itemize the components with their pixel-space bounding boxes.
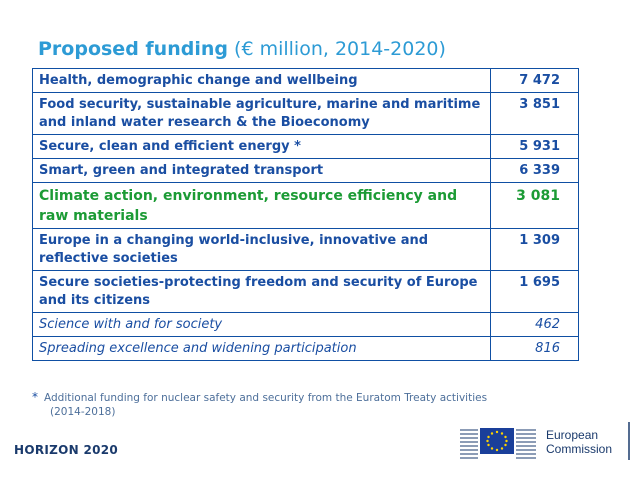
table-row: Smart, green and integrated transport 6 … (32, 158, 579, 183)
table-row: Science with and for society 462 (32, 312, 579, 337)
row-value: 6 339 (490, 158, 579, 183)
table-row: Health, demographic change and wellbeing… (32, 68, 579, 93)
row-value: 1 309 (490, 228, 579, 271)
row-label: Spreading excellence and widening partic… (32, 336, 491, 361)
row-label: Smart, green and integrated transport (32, 158, 491, 183)
page-title: Proposed funding (€ million, 2014-2020) (38, 38, 446, 60)
title-main: Proposed funding (38, 38, 228, 60)
wordmark-line2: Commission (546, 442, 613, 456)
footnote-star: * (32, 390, 38, 404)
row-label: Europe in a changing world-inclusive, in… (32, 228, 491, 271)
row-value: 1 695 (490, 270, 579, 313)
row-value: 3 081 (490, 182, 579, 229)
table-row: Europe in a changing world-inclusive, in… (32, 228, 579, 271)
table-row: Secure societies-protecting freedom and … (32, 270, 579, 313)
table-row: Food security, sustainable agriculture, … (32, 92, 579, 135)
wordmark-line1: European (546, 428, 599, 442)
row-label: Secure, clean and efficient energy * (32, 134, 491, 159)
building-lines-icon (460, 429, 478, 459)
row-label: Health, demographic change and wellbeing (32, 68, 491, 93)
row-value: 3 851 (490, 92, 579, 135)
funding-table: Health, demographic change and wellbeing… (32, 68, 579, 361)
footnote-line2: (2014-2018) (50, 406, 116, 418)
row-value: 462 (490, 312, 579, 337)
commission-wordmark: European Commission (546, 428, 612, 456)
title-sub: (€ million, 2014-2020) (234, 38, 446, 60)
european-commission-logo (460, 422, 630, 460)
footnote-line1: Additional funding for nuclear safety an… (44, 392, 488, 404)
row-label: Climate action, environment, resource ef… (32, 182, 491, 229)
table-row: Spreading excellence and widening partic… (32, 336, 579, 361)
row-value: 7 472 (490, 68, 579, 93)
footnote: * Additional funding for nuclear safety a… (32, 390, 592, 419)
table-row: Secure, clean and efficient energy * 5 9… (32, 134, 579, 159)
row-label: Secure societies-protecting freedom and … (32, 270, 491, 313)
row-value: 5 931 (490, 134, 579, 159)
row-label: Food security, sustainable agriculture, … (32, 92, 491, 135)
row-label: Science with and for society (32, 312, 491, 337)
horizon-2020-brand: HORIZON 2020 (14, 443, 119, 457)
row-value: 816 (490, 336, 579, 361)
table-row-highlighted: Climate action, environment, resource ef… (32, 182, 579, 229)
